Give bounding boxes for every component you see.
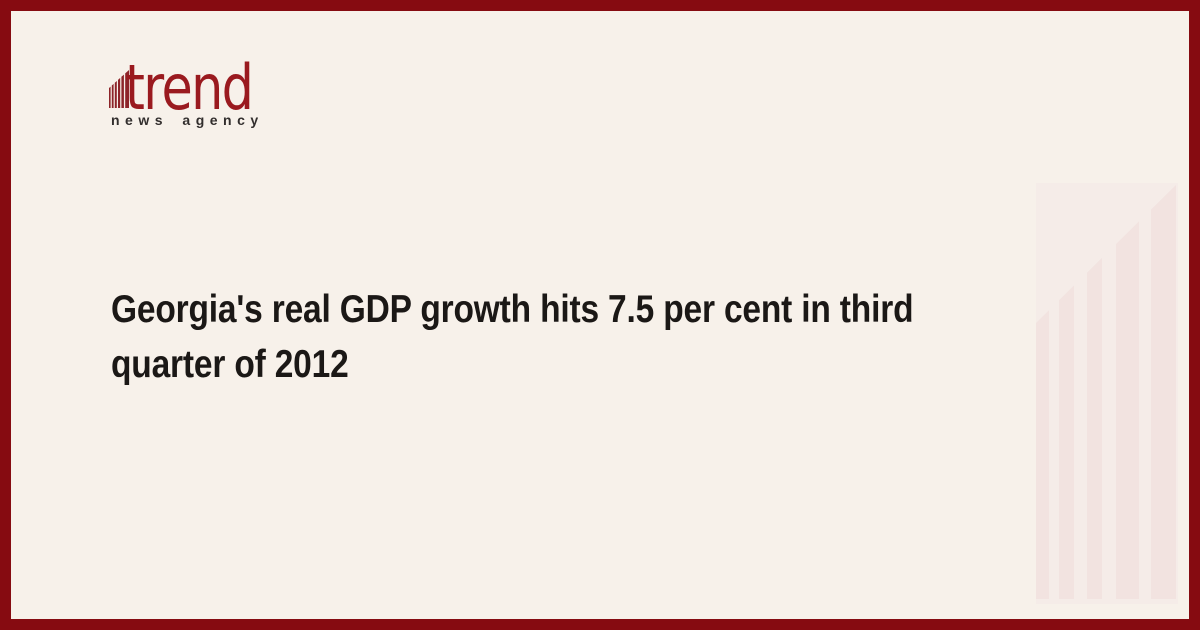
logo-wordmark: trend	[125, 51, 254, 124]
logo-tagline: news agency	[111, 112, 264, 128]
headline-line-2: quarter of 2012	[111, 343, 349, 386]
headline: Georgia's real GDP growth hits 7.5 per c…	[111, 282, 914, 392]
rising-bar-chart-watermark	[1036, 183, 1178, 604]
rising-bar-chart-icon	[109, 70, 129, 108]
headline-line-1: Georgia's real GDP growth hits 7.5 per c…	[111, 288, 914, 331]
